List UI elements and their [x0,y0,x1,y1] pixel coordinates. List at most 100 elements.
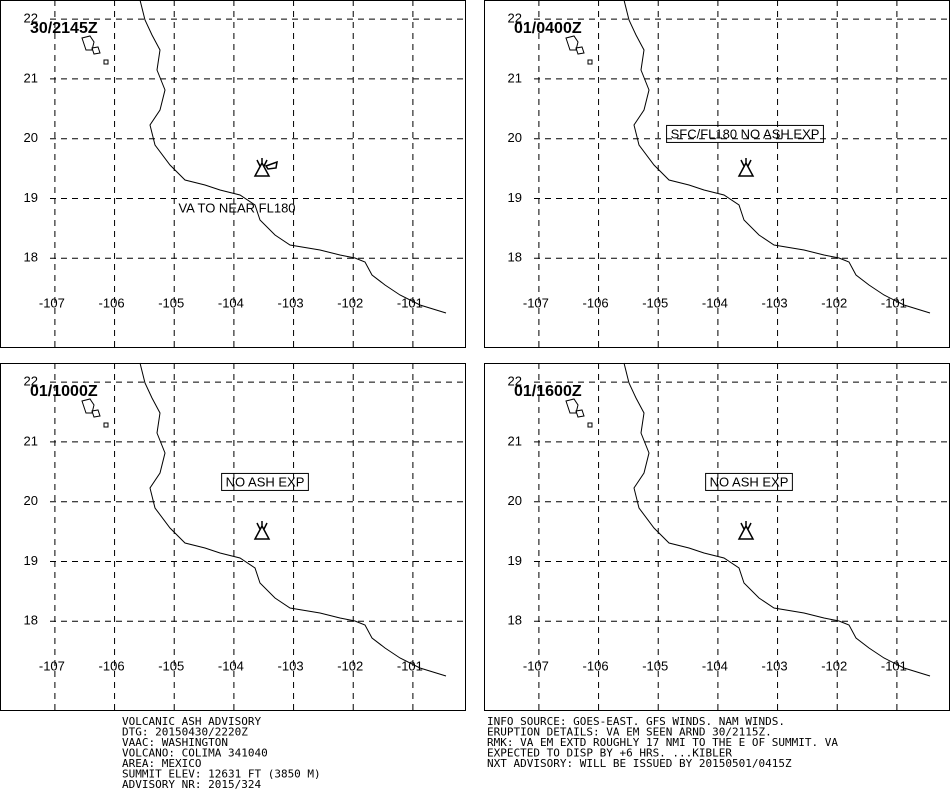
lat-tick-label: 20 [508,130,522,145]
coastline [139,0,447,314]
annotation-box [705,472,793,491]
panel-border [0,363,466,711]
footer-line: VOLCANO: COLIMA 341040 [122,747,268,760]
footer-line: NXT ADVISORY: WILL BE ISSUED BY 20150501… [487,757,792,770]
lon-tick-label: -103 [278,295,304,310]
volcano-symbol [253,521,271,540]
lat-tick-label: 20 [24,130,38,145]
coastline [623,0,931,314]
island [103,422,109,428]
time-label: 30/2145Z [30,20,98,37]
lon-tick-label: -105 [158,658,184,673]
lon-tick-label: -102 [337,658,363,673]
island [91,46,101,55]
map-panel: -107 -106 -105 -104 -103 -102 -101 18 19 20 21 2201… [484,0,950,348]
lon-tick-label: -101 [397,658,423,673]
lat-tick-label: 19 [508,553,522,568]
lat-tick-label: 18 [24,250,38,265]
island [103,59,109,65]
footer-line: INFO SOURCE: GOES-EAST. GFS WINDS. NAM W… [487,715,785,728]
lon-tick-label: -104 [702,658,728,673]
island [575,46,585,55]
lat-tick-label: 20 [508,493,522,508]
annotation: SFC/FL180 NO ASH EXP [671,126,820,141]
footer-line: VAAC: WASHINGTON [122,736,228,749]
island [587,59,593,65]
lon-tick-label: -106 [583,658,609,673]
lon-tick-label: -104 [218,658,244,673]
lon-tick-label: -101 [881,295,907,310]
lon-tick-label: -107 [39,295,65,310]
footer-line: DTG: 20150430/2220Z [122,726,248,739]
panel-border [0,0,466,348]
lon-tick-label: -105 [158,295,184,310]
lon-tick-label: -103 [762,295,788,310]
lon-tick-label: -101 [881,658,907,673]
island [565,398,579,414]
lon-tick-label: -107 [39,658,65,673]
island [81,35,95,51]
lon-tick-label: -106 [99,658,125,673]
time-label: 01/0400Z [514,20,582,37]
lon-tick-label: -105 [642,658,668,673]
lon-tick-label: -102 [337,295,363,310]
time-label: 01/1000Z [30,383,98,400]
lon-tick-label: -107 [523,658,549,673]
time-label: 01/1600Z [514,383,582,400]
footer-line: RMK: VA EM EXTD ROUGHLY 17 NMI TO THE E … [487,736,838,749]
lat-tick-label: 22 [508,374,522,389]
volcano-symbol [737,521,755,540]
lat-tick-label: 20 [24,493,38,508]
coastline [139,362,447,677]
coastline [623,362,931,677]
lat-tick-label: 18 [508,613,522,628]
volcano-symbol [253,158,271,177]
island [575,409,585,418]
lat-tick-label: 19 [508,190,522,205]
lat-tick-label: 18 [24,613,38,628]
lon-tick-label: -103 [762,658,788,673]
lat-tick-label: 22 [24,374,38,389]
lon-tick-label: -102 [821,295,847,310]
footer-line: VOLCANIC ASH ADVISORY [122,715,261,728]
footer-line: SUMMIT ELEV: 12631 FT (3850 M) [122,768,321,781]
footer-line: ERUPTION DETAILS: VA EM SEEN ARND 30/211… [487,726,772,739]
lat-tick-label: 22 [508,11,522,26]
footer-line: ADVISORY NR: 2015/324 [122,778,261,791]
map-panel: -107 -106 -105 -104 -103 -102 -101 18 19 20 21 2201… [484,362,950,711]
lon-tick-label: -107 [523,295,549,310]
lat-tick-label: 21 [24,70,38,85]
footer-line: AREA: MEXICO [122,757,201,770]
footer-line: EXPECTED TO DISP BY +6 HRS. ...KIBLER [487,747,732,760]
annotation: NO ASH EXP [226,474,305,489]
annotation: NO ASH EXP [710,474,789,489]
lat-tick-label: 19 [24,553,38,568]
lon-tick-label: -105 [642,295,668,310]
lat-tick-label: 18 [508,250,522,265]
lon-tick-label: -102 [821,658,847,673]
ash-area [264,160,278,170]
lat-tick-label: 22 [24,11,38,26]
lon-tick-label: -106 [583,295,609,310]
island [91,409,101,418]
lat-tick-label: 21 [24,433,38,448]
annotation-box [666,124,824,143]
map-panel: -107 -106 -105 -104 -103 -102 -101 18 19 20 21 2201… [0,362,466,711]
lon-tick-label: -104 [702,295,728,310]
island [81,398,95,414]
lon-tick-label: -104 [218,295,244,310]
lon-tick-label: -106 [99,295,125,310]
annotation: VA TO NEAR FL180 [178,200,295,215]
annotation-box [221,472,309,491]
lat-tick-label: 21 [508,70,522,85]
lat-tick-label: 21 [508,433,522,448]
island [565,35,579,51]
lon-tick-label: -103 [278,658,304,673]
lat-tick-label: 19 [24,190,38,205]
map-panel: -107 -106 -105 -104 -103 -102 -101 18 19 20 21 2230… [0,0,466,348]
island [587,422,593,428]
volcano-symbol [737,158,755,177]
lon-tick-label: -101 [397,295,423,310]
